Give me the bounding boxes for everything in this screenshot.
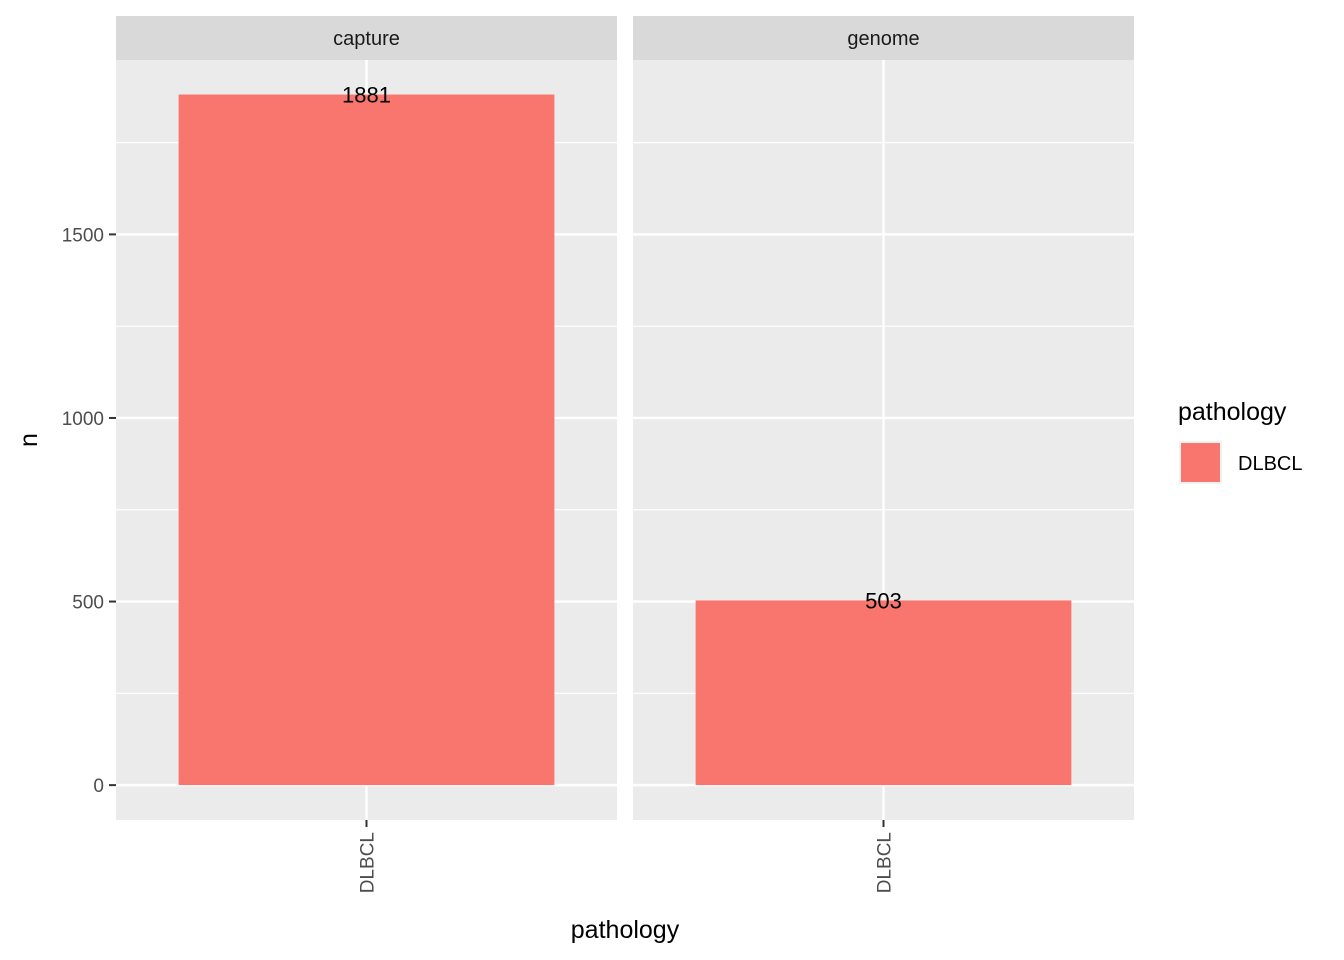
y-axis-title: n [15,433,43,447]
facet-strip-label: genome [847,28,919,50]
y-tick-label: 500 [72,593,104,614]
bar-capture-DLBCL [178,94,555,786]
x-tick-label: DLBCL [358,832,379,893]
y-tick-label: 0 [93,776,104,797]
facet-strip-capture [116,16,617,60]
legend-key-swatch [1181,443,1220,482]
y-tick-label: 1000 [62,409,104,430]
facet-strip-label: capture [333,28,400,50]
facet-strip-genome [633,16,1134,60]
data-label: 1881 [342,83,391,108]
bar-genome-DLBCL [695,600,1072,786]
x-tick-label: DLBCL [875,832,896,893]
data-label: 503 [865,588,902,613]
y-tick-label: 1500 [62,225,104,246]
legend-title: pathology [1178,398,1287,426]
x-axis-title: pathology [571,916,680,944]
legend-entry-label: DLBCL [1238,453,1302,475]
